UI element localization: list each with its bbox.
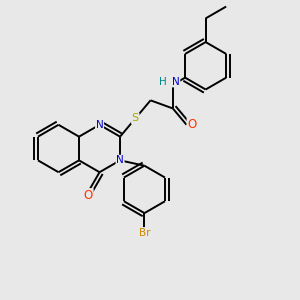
Text: S: S bbox=[132, 113, 139, 124]
Text: H: H bbox=[159, 77, 167, 87]
Text: N: N bbox=[96, 120, 104, 130]
Text: O: O bbox=[187, 118, 196, 131]
Text: Br: Br bbox=[139, 228, 150, 238]
Text: N: N bbox=[172, 77, 180, 87]
Text: O: O bbox=[84, 189, 93, 202]
Text: N: N bbox=[116, 155, 124, 165]
